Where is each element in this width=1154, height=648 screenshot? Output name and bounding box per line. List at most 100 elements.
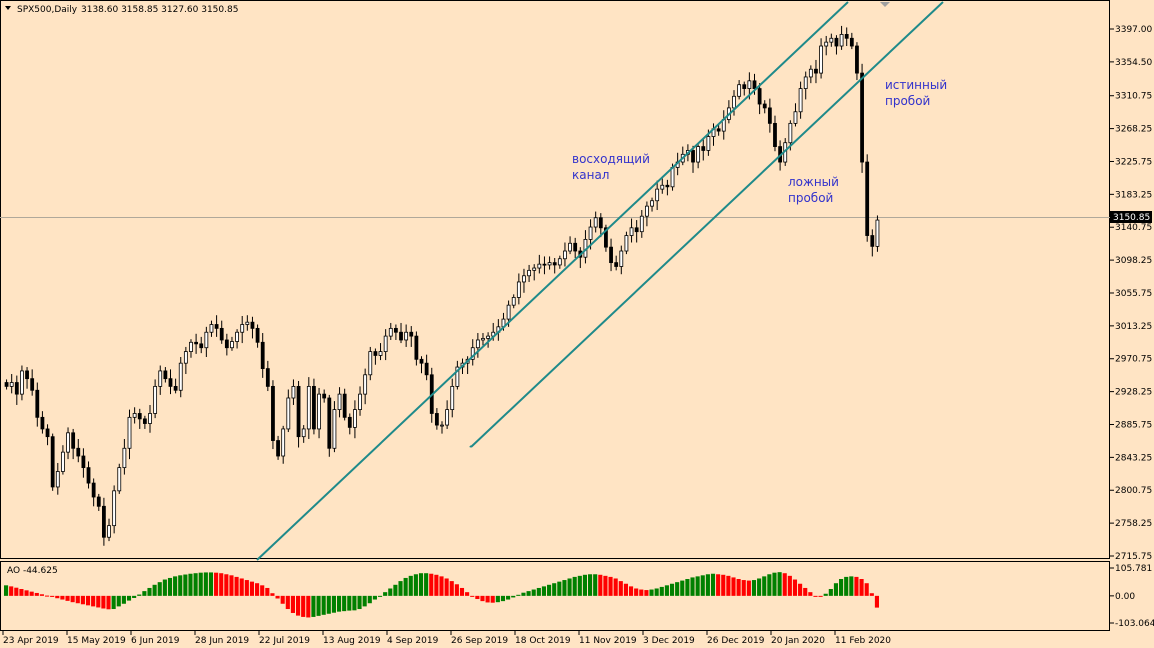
candle-body — [168, 378, 173, 387]
candle-body — [604, 227, 608, 248]
ao-bar — [132, 595, 137, 598]
ao-bar — [869, 593, 874, 596]
price-tick-label: 3354.50 — [1115, 58, 1152, 68]
symbol-menu-icon[interactable] — [5, 6, 11, 10]
candle-body — [332, 409, 337, 449]
time-tick-label: 3 Dec 2019 — [643, 636, 695, 646]
candle-body — [322, 393, 327, 399]
candle-body — [434, 413, 439, 426]
candle-body — [235, 331, 239, 342]
ao-label: AO -44.625 — [7, 566, 58, 576]
price-tick-label: 3140.75 — [1115, 223, 1152, 233]
ao-bar — [690, 577, 695, 596]
candle-body — [265, 368, 270, 387]
false-break-annotation-line1: ложный — [788, 175, 839, 189]
ohlc-values: 3138.60 3158.85 3127.60 3150.85 — [81, 5, 238, 15]
candle-body — [76, 447, 81, 457]
candle-body — [122, 447, 127, 469]
ao-bar — [418, 573, 424, 596]
ao-bar — [167, 577, 173, 596]
candle-body — [639, 215, 644, 233]
ao-bar — [623, 583, 628, 596]
ao-bar — [644, 590, 649, 596]
ao-bar — [239, 578, 244, 596]
ao-bar — [372, 595, 377, 600]
price-tick-label: 2758.25 — [1115, 519, 1152, 529]
ao-axis[interactable]: 105.781 0.00 -103.064 — [1110, 564, 1154, 629]
candle-body — [614, 262, 619, 267]
candle-body — [373, 351, 378, 356]
ao-bar — [111, 595, 116, 610]
ao-bar — [721, 574, 726, 596]
ao-bar — [347, 595, 352, 611]
ao-bar — [613, 578, 618, 596]
ao-bar — [654, 588, 659, 596]
ao-bar — [198, 572, 203, 596]
ao-bar — [224, 574, 229, 596]
ao-bar — [465, 592, 470, 596]
ao-bar — [833, 583, 839, 596]
ao-bar — [39, 594, 44, 596]
candle-body — [301, 428, 306, 438]
ao-bar — [439, 576, 444, 596]
candle-body — [855, 45, 859, 74]
ao-bar — [388, 588, 393, 596]
ao-bar — [736, 579, 741, 596]
ao-bar — [193, 573, 198, 596]
ao-bar — [859, 579, 864, 596]
ao-bar — [772, 572, 777, 596]
ao-bar — [362, 595, 367, 607]
candle-body — [96, 496, 101, 507]
ao-bar — [265, 587, 270, 596]
ao-bar — [813, 595, 818, 597]
candle-body — [655, 188, 660, 202]
ao-bar — [96, 595, 101, 608]
ao-bar — [157, 582, 162, 596]
candle-body — [4, 382, 9, 387]
candle-body — [20, 370, 24, 395]
candle-body — [393, 327, 398, 333]
ao-bar — [413, 574, 418, 596]
ao-bar — [700, 575, 705, 596]
ao-bar — [126, 595, 132, 601]
candle-body — [875, 219, 880, 247]
ao-bar — [357, 595, 362, 610]
ascending-channel[interactable] — [256, 1, 944, 561]
candle-body — [199, 343, 204, 349]
channel-upper-line[interactable] — [256, 1, 849, 561]
ao-histogram — [4, 572, 879, 618]
ao-bar — [178, 575, 183, 596]
ao-bar — [326, 595, 331, 614]
candle-body — [55, 471, 60, 488]
time-tick-label: 22 Jul 2019 — [259, 636, 310, 646]
candle-body — [747, 80, 752, 89]
candle-body — [506, 304, 511, 320]
ao-bar — [695, 576, 700, 596]
candle-body — [834, 37, 839, 47]
ao-bar — [746, 580, 751, 596]
candle-body — [450, 385, 455, 411]
ao-bar — [603, 575, 608, 596]
ao-bar — [485, 595, 490, 603]
ao-bar — [29, 591, 34, 596]
candle-body — [552, 262, 557, 266]
candle-body — [153, 385, 158, 414]
ao-bar — [449, 581, 454, 596]
ao-bar — [470, 595, 475, 597]
candle-body — [619, 250, 624, 267]
ao-bar — [803, 587, 808, 596]
ao-bar — [4, 585, 9, 596]
candle-body — [767, 107, 772, 124]
ao-bar — [552, 583, 557, 596]
channel-lower-line[interactable] — [470, 1, 944, 448]
candle-body — [368, 351, 373, 376]
ao-bar — [639, 589, 644, 596]
candle-body — [276, 440, 280, 457]
candle-body — [91, 482, 96, 498]
price-axis[interactable]: 3397.00 3354.50 3310.75 3268.25 3225.75 3183.… — [1110, 25, 1152, 562]
candle-body — [353, 409, 357, 428]
time-axis[interactable]: 23 Apr 2019 15 May 2019 6 Jun 2019 28 Jun 2… — [2, 631, 891, 646]
candle-body — [189, 341, 193, 352]
candle-body — [860, 72, 864, 163]
